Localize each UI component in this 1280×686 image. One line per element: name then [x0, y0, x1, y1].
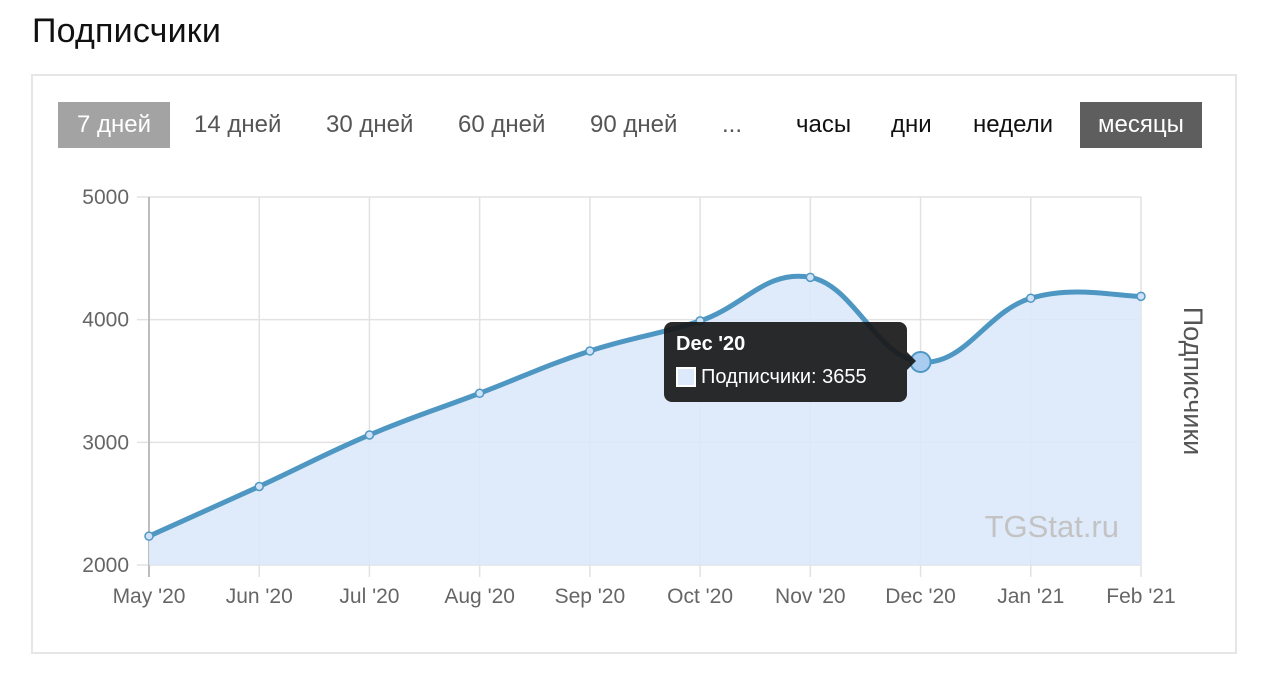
range-button-more[interactable]: ...: [722, 111, 743, 138]
range-button-14d[interactable]: 14 дней: [194, 111, 282, 138]
tooltip-title: Dec '20: [676, 333, 746, 355]
series-swatch-icon: [676, 367, 696, 387]
x-tick-label: Jan '21: [997, 585, 1064, 608]
x-tick-label: Jun '20: [226, 585, 293, 608]
tooltip-caret: [907, 352, 916, 370]
series-area-fill: [149, 276, 1141, 565]
x-tick-label: Nov '20: [775, 585, 846, 608]
watermark: TGStat.ru: [985, 509, 1119, 544]
data-tooltip: Dec '20 Подписчики: 3655: [664, 322, 916, 402]
page-title: Подписчики: [32, 12, 222, 50]
y-tick-label: 2000: [82, 554, 129, 577]
data-point[interactable]: [1026, 293, 1036, 303]
x-tick-label: Sep '20: [555, 585, 626, 608]
data-point[interactable]: [585, 346, 595, 356]
y-axis-ticks: 2000 3000 4000 5000: [82, 186, 129, 577]
range-button-90d[interactable]: 90 дней: [590, 111, 678, 138]
x-tick-label: Oct '20: [667, 585, 733, 608]
series-line: [146, 273, 1144, 539]
range-button-60d[interactable]: 60 дней: [458, 111, 546, 138]
range-button-30d[interactable]: 30 дней: [326, 111, 414, 138]
x-tick-label: Dec '20: [885, 585, 956, 608]
data-point[interactable]: [144, 531, 154, 541]
granularity-button-hours[interactable]: часы: [796, 111, 852, 138]
data-point[interactable]: [805, 272, 816, 283]
x-tick-label: Aug '20: [444, 585, 515, 608]
tooltip-row: Подписчики: 3655: [676, 364, 895, 390]
range-button-7d[interactable]: 7 дней: [58, 102, 171, 148]
x-axis-ticks: May '20 Jun '20 Jul '20 Aug '20 Sep '20 Oct '…: [113, 585, 1176, 608]
data-point[interactable]: [254, 481, 264, 492]
y-axis-title: Подписчики: [1178, 307, 1208, 456]
x-tick-label: Jul '20: [339, 585, 399, 608]
data-point[interactable]: [364, 430, 375, 440]
x-tick-label: Feb '21: [1106, 585, 1175, 608]
y-tick-label: 4000: [82, 309, 129, 332]
data-point[interactable]: [1136, 291, 1146, 302]
data-point[interactable]: [474, 388, 485, 399]
x-tick-label: May '20: [113, 585, 186, 608]
tooltip-value: Подписчики: 3655: [701, 366, 867, 388]
y-tick-label: 5000: [82, 186, 129, 209]
granularity-button-days[interactable]: дни: [891, 111, 932, 138]
granularity-button-months[interactable]: месяцы: [1080, 102, 1202, 148]
granularity-button-weeks[interactable]: недели: [973, 111, 1054, 138]
y-tick-label: 3000: [82, 431, 129, 454]
